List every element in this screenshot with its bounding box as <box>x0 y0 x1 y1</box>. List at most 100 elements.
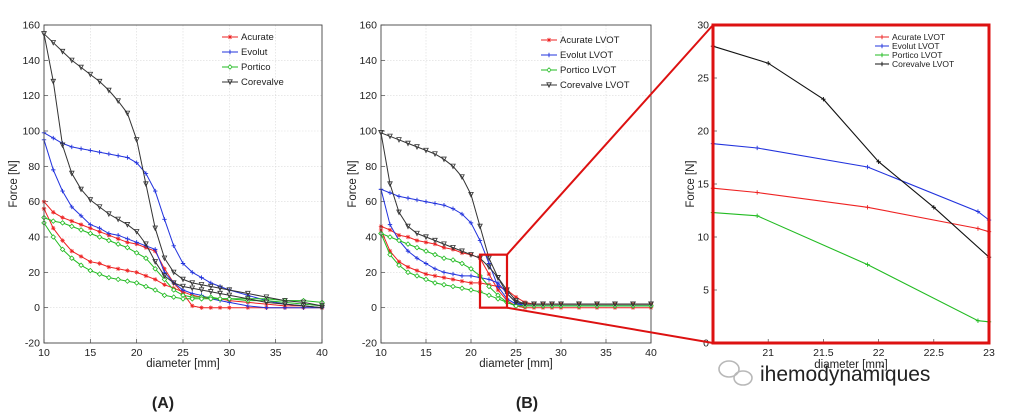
x-tick-label: 30 <box>555 347 567 359</box>
data-point <box>405 140 411 147</box>
data-point <box>60 188 65 194</box>
data-point <box>143 241 149 248</box>
x-tick-label: 30 <box>223 347 235 359</box>
data-point <box>477 238 483 243</box>
data-point <box>766 60 771 66</box>
data-point <box>432 280 438 286</box>
data-point <box>171 243 176 249</box>
y-tick-label: 160 <box>22 20 40 32</box>
data-point <box>441 270 447 275</box>
data-point <box>207 289 214 295</box>
data-point <box>423 276 429 283</box>
data-point <box>60 238 65 243</box>
y-tick-label: 80 <box>28 161 40 173</box>
data-point <box>423 199 429 204</box>
y-tick-label: 20 <box>28 267 40 279</box>
data-point <box>87 71 94 78</box>
legend-marker <box>546 37 552 43</box>
data-point <box>486 283 492 290</box>
zoom-connector-top <box>506 24 714 256</box>
y-axis-label: Force [N] <box>685 160 697 207</box>
data-point <box>88 222 93 227</box>
data-point <box>468 252 474 258</box>
data-point <box>300 299 307 306</box>
data-point <box>975 209 981 214</box>
data-point <box>115 153 121 158</box>
data-point <box>97 261 102 266</box>
x-tick-label: 25 <box>510 347 522 359</box>
data-point <box>432 241 438 247</box>
data-point <box>423 240 429 245</box>
data-point <box>78 186 84 193</box>
series-portico <box>41 214 325 309</box>
data-point <box>441 255 447 261</box>
data-point <box>87 267 94 274</box>
data-point <box>450 277 456 282</box>
data-point <box>450 283 456 290</box>
data-point <box>226 287 233 294</box>
x-tick-label: 21.5 <box>813 347 834 359</box>
data-point <box>468 220 474 226</box>
y-tick-label: 40 <box>365 232 377 244</box>
data-point <box>198 296 205 302</box>
data-point <box>459 174 465 181</box>
data-point <box>459 273 465 279</box>
data-point <box>432 201 438 206</box>
data-point <box>152 259 159 265</box>
data-point <box>405 223 411 230</box>
data-point <box>96 204 103 211</box>
data-point <box>78 64 84 71</box>
legend-item: Portico LVOT <box>541 65 617 76</box>
data-point <box>441 203 447 208</box>
data-point <box>124 222 131 228</box>
data-point <box>125 240 130 245</box>
data-point <box>133 229 140 235</box>
data-point <box>189 280 196 287</box>
x-tick-label: 35 <box>600 347 612 359</box>
y-tick-label: 0 <box>703 338 709 350</box>
y-tick-label: -20 <box>25 338 40 350</box>
data-point <box>468 280 474 286</box>
data-point <box>414 230 420 237</box>
data-point <box>96 78 103 85</box>
data-point <box>51 167 56 173</box>
data-point <box>143 283 149 290</box>
data-point <box>414 197 420 203</box>
plot-frame <box>711 23 991 345</box>
data-point <box>78 227 84 233</box>
data-point <box>405 248 411 254</box>
x-tick-label: 20 <box>465 347 477 359</box>
data-point <box>106 151 112 157</box>
data-point <box>477 223 483 230</box>
data-point <box>450 163 456 170</box>
data-point <box>414 238 420 243</box>
legend-item: Portico <box>222 62 271 73</box>
data-point <box>432 151 438 158</box>
data-point <box>106 264 112 270</box>
data-point <box>50 234 57 240</box>
data-point <box>69 218 74 224</box>
data-point <box>459 278 465 284</box>
data-point <box>459 260 465 267</box>
data-point <box>387 181 393 188</box>
data-point <box>106 211 112 218</box>
data-point <box>125 236 130 241</box>
data-point <box>97 150 102 155</box>
data-point <box>387 248 393 254</box>
data-point <box>153 277 158 282</box>
data-point <box>96 234 103 240</box>
data-point <box>405 241 411 247</box>
data-point <box>486 255 492 262</box>
data-point <box>263 299 270 306</box>
data-point <box>153 188 158 194</box>
series-line <box>43 33 323 307</box>
chart-panel-a: -20 0 20 40 60 80 100 120 140 160 10 15 20 25 30 35 40 di… <box>8 20 328 371</box>
data-point <box>199 275 204 280</box>
data-point <box>68 57 75 64</box>
data-point <box>540 301 546 308</box>
series-line <box>43 208 323 309</box>
y-tick-label: 120 <box>359 90 377 102</box>
legend: Acurate Evolut Portico Corevalve <box>222 32 284 88</box>
data-point <box>405 269 411 276</box>
series-line <box>43 139 322 309</box>
